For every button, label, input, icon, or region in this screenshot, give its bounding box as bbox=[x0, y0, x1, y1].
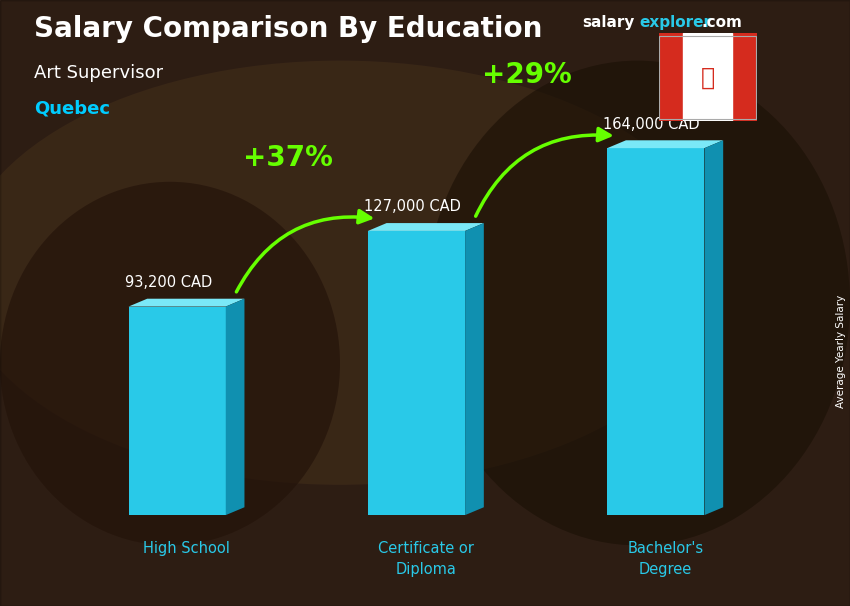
Text: 93,200 CAD: 93,200 CAD bbox=[125, 275, 212, 290]
Bar bbox=[128, 307, 226, 515]
Text: 🍁: 🍁 bbox=[700, 65, 715, 89]
Text: 164,000 CAD: 164,000 CAD bbox=[604, 116, 700, 132]
Polygon shape bbox=[465, 223, 484, 515]
Polygon shape bbox=[368, 223, 484, 231]
Text: Art Supervisor: Art Supervisor bbox=[34, 64, 163, 82]
Text: Certificate or
Diploma: Certificate or Diploma bbox=[378, 541, 473, 578]
Text: .com: .com bbox=[701, 15, 742, 30]
Polygon shape bbox=[226, 299, 245, 515]
Text: Salary Comparison By Education: Salary Comparison By Education bbox=[34, 15, 542, 43]
Ellipse shape bbox=[425, 61, 850, 545]
Text: Quebec: Quebec bbox=[34, 100, 110, 118]
Text: +37%: +37% bbox=[242, 144, 332, 171]
Text: 127,000 CAD: 127,000 CAD bbox=[364, 199, 461, 215]
Ellipse shape bbox=[0, 182, 340, 545]
Text: Average Yearly Salary: Average Yearly Salary bbox=[836, 295, 846, 408]
Polygon shape bbox=[128, 299, 245, 307]
Text: salary: salary bbox=[582, 15, 635, 30]
Text: Bachelor's
Degree: Bachelor's Degree bbox=[627, 541, 703, 578]
Polygon shape bbox=[705, 141, 723, 515]
Text: High School: High School bbox=[143, 541, 230, 556]
Text: explorer: explorer bbox=[639, 15, 711, 30]
Polygon shape bbox=[607, 141, 723, 148]
Bar bbox=[659, 33, 683, 121]
Ellipse shape bbox=[0, 61, 722, 485]
Bar bbox=[368, 231, 465, 515]
Bar bbox=[732, 33, 756, 121]
Text: +29%: +29% bbox=[482, 61, 572, 89]
Bar bbox=[683, 33, 732, 121]
Bar bbox=[607, 148, 705, 515]
